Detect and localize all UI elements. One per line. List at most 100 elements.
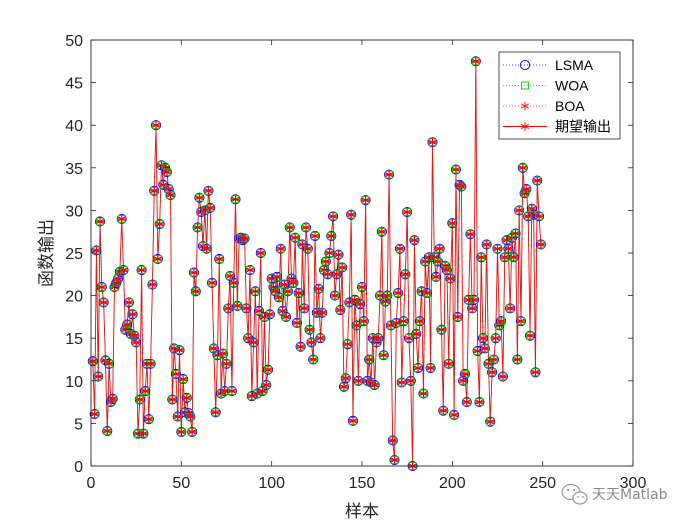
data-point: [467, 303, 478, 314]
marker-lsma: [313, 283, 324, 294]
data-point: [299, 303, 310, 314]
data-point: [346, 209, 357, 220]
marker-lsma: [87, 356, 98, 367]
y-tick-label: 5: [74, 416, 83, 433]
marker-lsma: [389, 454, 400, 466]
data-point: [255, 247, 266, 259]
data-point: [535, 239, 546, 250]
data-point: [369, 380, 380, 391]
marker-lsma: [398, 316, 409, 327]
data-point: [389, 454, 400, 466]
marker-lsma: [409, 235, 420, 246]
marker-lsma: [300, 222, 312, 233]
marker-lsma: [199, 205, 210, 216]
marker-lsma: [246, 391, 257, 402]
marker-lsma: [306, 337, 317, 348]
marker-lsma: [329, 290, 340, 301]
marker-lsma: [206, 277, 218, 288]
marker-lsma: [167, 394, 178, 405]
data-point: [228, 277, 239, 288]
marker-lsma: [293, 287, 304, 299]
data-point: [496, 316, 507, 327]
data-point: [122, 319, 133, 330]
data-point: [375, 290, 386, 301]
y-tick-label: 45: [65, 76, 83, 93]
data-point: [263, 364, 274, 375]
y-tick-label: 15: [65, 331, 83, 348]
marker-lsma: [438, 405, 449, 416]
data-point: [154, 218, 165, 230]
data-point: [241, 303, 252, 314]
marker-lsma: [512, 354, 523, 365]
marker-lsma: [190, 286, 201, 297]
marker-lsma: [147, 279, 158, 290]
marker-lsma: [143, 414, 154, 425]
marker-lsma: [255, 247, 266, 259]
data-point: [145, 358, 156, 369]
marker-lsma: [481, 239, 492, 250]
data-point: [524, 330, 536, 341]
data-point: [438, 405, 449, 416]
marker-lsma: [187, 426, 198, 437]
data-point: [93, 371, 104, 382]
marker-lsma: [436, 324, 447, 335]
marker-lsma: [384, 169, 395, 180]
data-point: [382, 290, 393, 301]
data-point: [396, 377, 407, 388]
marker-lsma: [347, 415, 359, 426]
marker-lsma: [459, 368, 471, 380]
marker-lsma: [284, 222, 295, 233]
marker-lsma: [136, 264, 147, 276]
data-point: [485, 416, 496, 427]
marker-lsma: [418, 388, 429, 399]
marker-lsma: [335, 305, 346, 316]
legend-item-boa: BOA: [503, 98, 585, 114]
marker-lsma: [387, 435, 398, 446]
marker-lsma: [212, 350, 223, 361]
data-point: [434, 243, 445, 254]
data-point: [479, 343, 490, 354]
data-point: [512, 354, 523, 365]
marker-lsma: [470, 56, 481, 67]
data-point: [181, 392, 192, 403]
marker-lsma: [328, 211, 339, 222]
marker-lsma: [458, 375, 469, 386]
data-point: [149, 185, 160, 196]
y-tick-label: 40: [65, 118, 83, 135]
marker-lsma: [295, 341, 306, 352]
data-point: [501, 235, 512, 246]
y-tick-label: 25: [65, 246, 83, 263]
data-point: [326, 230, 337, 242]
marker-lsma: [205, 202, 216, 213]
data-point: [490, 333, 501, 344]
marker-lsma: [497, 371, 508, 382]
data-point: [272, 271, 283, 282]
legend-item-lsma: LSMA: [503, 57, 594, 73]
marker-lsma: [308, 354, 319, 365]
data-point: [324, 247, 335, 259]
data-point: [143, 414, 154, 425]
marker-lsma: [244, 264, 256, 276]
marker-lsma: [161, 167, 172, 178]
y-tick-label: 10: [65, 374, 83, 391]
marker-lsma: [140, 385, 151, 397]
data-point: [248, 337, 259, 348]
legend-label: 期望输出: [555, 119, 611, 135]
data-point: [308, 354, 319, 365]
data-point: [425, 362, 436, 374]
data-point: [116, 213, 127, 224]
marker-lsma: [113, 273, 124, 284]
data-point: [514, 205, 525, 216]
data-point: [94, 216, 106, 227]
data-point: [306, 337, 317, 348]
marker-lsma: [169, 343, 180, 354]
marker-lsma: [402, 207, 413, 218]
data-point: [309, 230, 321, 242]
marker-lsma: [331, 269, 342, 280]
marker-lsma: [93, 371, 104, 382]
marker-lsma: [91, 245, 102, 256]
data-point: [360, 195, 371, 206]
data-point: [315, 333, 326, 344]
marker-lsma: [320, 256, 331, 267]
marker-lsma: [450, 164, 461, 175]
